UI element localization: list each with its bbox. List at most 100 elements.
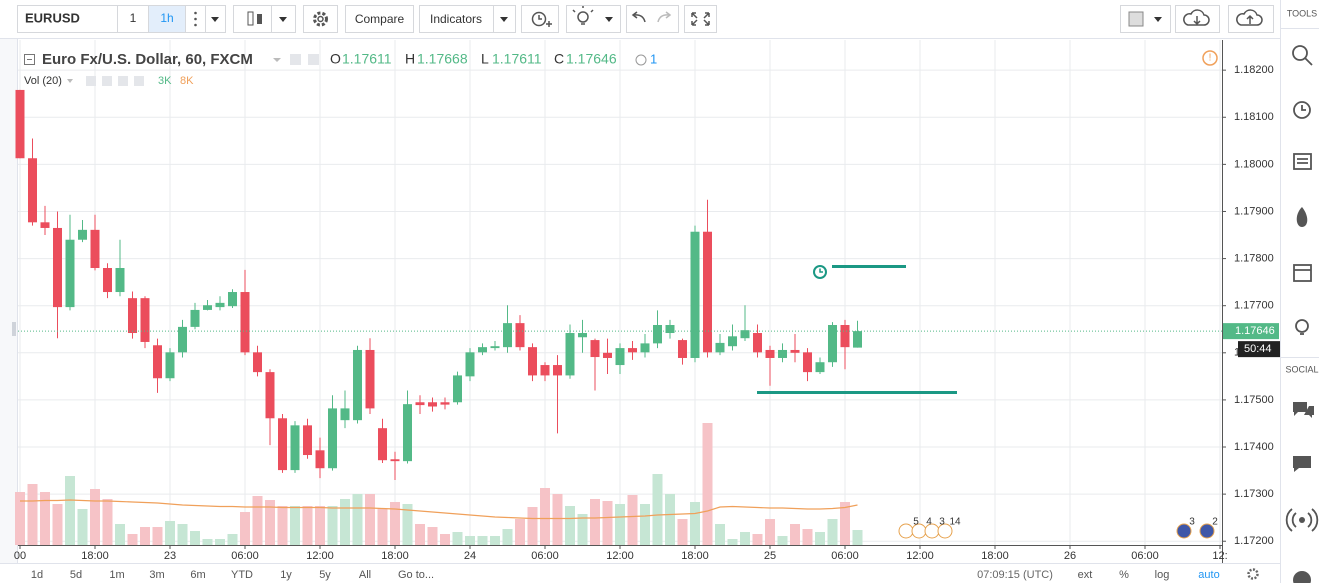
caret — [67, 79, 73, 83]
stream-icon[interactable] — [1299, 517, 1305, 523]
y-tick-label: 1.17700 — [1234, 300, 1274, 312]
indicators-button[interactable] — [419, 5, 516, 33]
chart-style[interactable] — [233, 5, 296, 33]
volume-bar — [715, 524, 725, 545]
countdown: 50:44 — [1244, 343, 1272, 355]
range-button[interactable]: All — [359, 569, 371, 581]
settings-button[interactable] — [303, 5, 338, 33]
fullscreen-button[interactable] — [684, 5, 717, 33]
x-tick-label: 18:00 — [81, 550, 109, 562]
x-tick-label: 12: — [1212, 550, 1227, 562]
dot — [194, 17, 197, 21]
volume-bar — [52, 504, 63, 545]
candle-body — [540, 365, 550, 376]
legend-icon[interactable] — [308, 54, 319, 65]
range-button[interactable]: 5d — [70, 569, 82, 581]
y-tick-label: 1.17900 — [1234, 205, 1274, 217]
range-button[interactable]: YTD — [231, 569, 253, 581]
alert-icon[interactable] — [1293, 101, 1311, 119]
calendar-icon[interactable] — [1293, 264, 1312, 282]
more-icon[interactable] — [1293, 571, 1311, 583]
volume-bar — [365, 494, 375, 545]
watchlist-icon[interactable] — [1293, 153, 1312, 170]
scale-option[interactable]: auto — [1198, 569, 1219, 581]
candle-body — [790, 349, 800, 353]
range-button[interactable]: 3m — [149, 569, 164, 581]
volume-bar — [377, 509, 388, 545]
volume-bar — [265, 500, 275, 545]
interval-input[interactable] — [117, 5, 149, 33]
range-button[interactable]: 6m — [190, 569, 205, 581]
event-badge[interactable] — [1176, 523, 1192, 539]
scale-option[interactable]: log — [1155, 569, 1170, 581]
layout-button[interactable] — [1120, 5, 1171, 33]
candle-body — [565, 333, 575, 376]
volume-bar — [677, 519, 688, 545]
candle-body — [315, 450, 325, 469]
settings-icon[interactable] — [1247, 568, 1259, 580]
caret — [279, 17, 287, 22]
volume-bar — [702, 423, 713, 545]
candle-body — [503, 323, 512, 348]
interval-input-text: 1 — [130, 11, 137, 25]
chat-icon[interactable] — [1293, 402, 1314, 418]
event-badge[interactable] — [1199, 523, 1215, 539]
x-tick-label: 18:00 — [681, 550, 709, 562]
range-button[interactable]: 5y — [319, 569, 331, 581]
search-icon[interactable] — [1292, 45, 1308, 61]
volume-ma-line — [20, 499, 858, 520]
scale-option[interactable]: % — [1119, 569, 1129, 581]
symbol-box[interactable] — [17, 5, 118, 33]
goto-button[interactable]: Go to... — [398, 569, 434, 581]
range-button[interactable]: 1m — [109, 569, 124, 581]
volume-bar — [540, 488, 550, 545]
legend-icon[interactable] — [290, 54, 301, 65]
compare-button[interactable] — [345, 5, 414, 33]
caret — [273, 58, 281, 62]
x-tick-label: 12:00 — [906, 550, 934, 562]
volume-bar — [802, 529, 813, 545]
symbol[interactable]: EURUSD — [25, 10, 80, 25]
candle-body — [465, 352, 475, 377]
events: 5 4 3 14 3 2 — [898, 517, 1218, 539]
volume-bar — [252, 496, 263, 545]
warning-icon[interactable] — [1202, 50, 1218, 66]
candle-body — [428, 402, 437, 407]
x-tick-label: 06:00 — [1131, 550, 1159, 562]
hotlist-icon[interactable] — [1296, 207, 1308, 227]
event-badge[interactable] — [898, 523, 914, 539]
ideas-button[interactable] — [566, 5, 621, 33]
candle-body — [715, 342, 725, 353]
compare: Compare — [355, 12, 405, 26]
candle-body — [365, 349, 375, 409]
x-tick-label: 12:00 — [306, 550, 334, 562]
interval-button[interactable] — [148, 5, 186, 33]
candle-body — [528, 347, 537, 376]
pm-icon[interactable] — [1293, 456, 1311, 472]
legend-icon[interactable] — [118, 76, 128, 86]
ideas-icon[interactable] — [1295, 319, 1309, 333]
volume-bar — [690, 502, 700, 545]
undo-redo[interactable] — [626, 5, 679, 33]
x-tick-label: 06:00 — [831, 550, 859, 562]
volume-bar — [840, 502, 850, 545]
volume-bar — [40, 492, 50, 545]
alerts-count[interactable]: 1 — [650, 51, 657, 66]
y-tick-label: 1.17400 — [1234, 441, 1274, 453]
legend-icon[interactable] — [134, 76, 144, 86]
x-tick-label: 18:00 — [981, 550, 1009, 562]
candle-body — [90, 229, 100, 269]
legend-icon[interactable] — [102, 76, 112, 86]
scale-option[interactable]: ext — [1078, 569, 1093, 581]
range-button[interactable]: 1y — [280, 569, 292, 581]
candle-body — [353, 349, 362, 421]
volume-bar — [77, 509, 88, 545]
candle-body — [390, 459, 400, 462]
event-count: 2 — [1212, 517, 1218, 528]
event-badge[interactable] — [937, 523, 953, 539]
candle-body — [228, 292, 237, 307]
candle-icon — [247, 11, 254, 26]
candle-body — [678, 340, 687, 358]
legend-icon[interactable] — [86, 76, 96, 86]
range-button[interactable]: 1d — [31, 569, 43, 581]
